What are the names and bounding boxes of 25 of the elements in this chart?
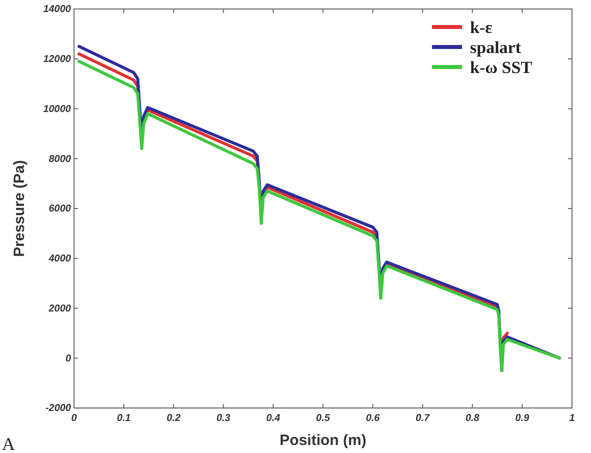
- y-tick-label: 12000: [43, 54, 72, 66]
- x-tick-label: 0.8: [465, 413, 480, 424]
- y-axis-title: Pressure (Pa): [11, 160, 28, 257]
- x-tick-label: 0.1: [116, 413, 132, 424]
- legend-label: spalart: [470, 38, 522, 57]
- y-tick-label: 8000: [48, 154, 72, 165]
- x-tick-label: 0.5: [316, 413, 330, 424]
- x-tick-label: 0.2: [166, 413, 181, 424]
- legend-label: k-ω SST: [470, 58, 533, 77]
- x-tick-label: 0.3: [216, 413, 231, 424]
- legend-label: k-ε: [470, 18, 492, 37]
- x-tick-label: 0.7: [416, 413, 430, 424]
- y-tick-label: 10000: [43, 104, 72, 115]
- x-tick-label: 0.4: [266, 413, 281, 424]
- y-tick-label: 6000: [48, 204, 72, 215]
- x-tick-label: 0.9: [515, 413, 530, 424]
- x-tick-label: 1: [569, 413, 576, 424]
- x-tick-label: 0.6: [366, 413, 380, 424]
- text: A: [2, 434, 15, 453]
- y-tick-label: 14000: [43, 4, 72, 16]
- y-tick-label: 4000: [48, 254, 72, 265]
- y-tick-label: 2000: [48, 303, 72, 314]
- y-tick-label: 0: [65, 353, 72, 364]
- y-tick-label: -2000: [45, 403, 72, 414]
- x-axis-title: Position (m): [280, 432, 366, 449]
